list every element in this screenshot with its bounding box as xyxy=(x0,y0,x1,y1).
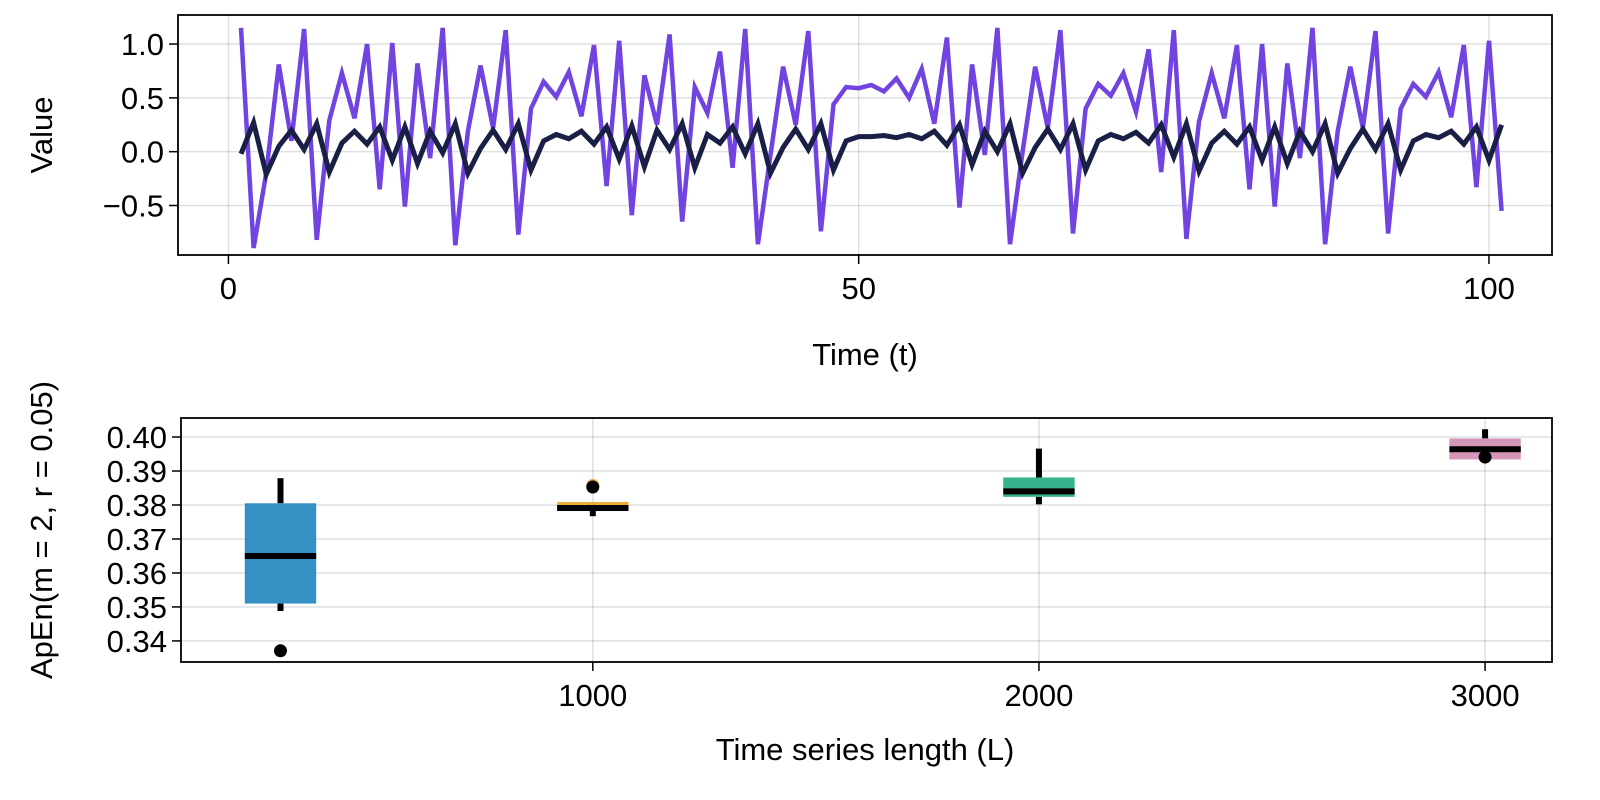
bottom-y-axis-label: ApEn(m = 2, r = 0.05) xyxy=(24,381,59,679)
top-y-axis-label: Value xyxy=(24,97,59,174)
top-y-tick-label: 0.0 xyxy=(121,135,164,170)
top-x-tick-label: 0 xyxy=(220,271,237,306)
outlier-point xyxy=(1478,450,1492,464)
top-y-tick-label: −0.5 xyxy=(103,188,164,223)
bottom-y-tick-label: 0.40 xyxy=(107,420,167,455)
top-x-axis-label: Time (t) xyxy=(812,337,918,372)
series-line-2 xyxy=(238,114,1504,182)
bottom-plot-frame xyxy=(180,417,1553,663)
outlier-point xyxy=(273,644,287,658)
bottom-x-tick-label: 1000 xyxy=(558,678,627,713)
box-3000 xyxy=(1449,429,1521,464)
bottom-x-tick-label: 3000 xyxy=(1451,678,1520,713)
bottom-x-axis-label: Time series length (L) xyxy=(716,732,1015,767)
bottom-y-tick-label: 0.39 xyxy=(107,454,167,489)
bottom-y-tick-label: 0.36 xyxy=(107,556,167,591)
top-x-tick-label: 50 xyxy=(841,271,875,306)
bottom-y-tick-label: 0.35 xyxy=(107,590,167,625)
top-x-tick-label: 100 xyxy=(1463,271,1515,306)
box-300 xyxy=(244,478,317,658)
bottom-y-tick-label: 0.38 xyxy=(107,488,167,523)
series-line-1 xyxy=(238,27,1504,249)
box-2000 xyxy=(1003,448,1075,505)
bottom-y-tick-label: 0.37 xyxy=(107,522,167,557)
top-y-tick-label: 0.5 xyxy=(121,81,164,116)
top-plot-frame xyxy=(177,14,1553,256)
outlier-point xyxy=(586,480,600,494)
time-series-plot: 0 50 100 1.0 0.5 0.0 −0.5 xyxy=(103,14,1553,306)
box-1000 xyxy=(557,478,629,517)
apen-boxplot: 1000 2000 3000 0.340.350.360.370.380.390.40 xyxy=(107,417,1553,713)
top-y-tick-label: 1.0 xyxy=(121,27,164,62)
bottom-x-tick-label: 2000 xyxy=(1004,678,1073,713)
bottom-y-tick-label: 0.34 xyxy=(107,624,167,659)
